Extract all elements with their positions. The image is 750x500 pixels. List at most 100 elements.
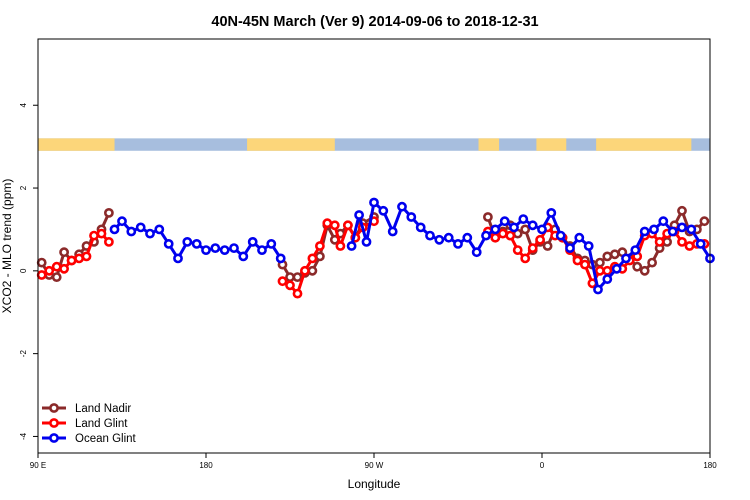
x-tick-label: 90 W <box>365 461 384 470</box>
data-point <box>497 228 508 239</box>
legend-swatch-marker <box>49 403 59 413</box>
data-point <box>314 241 325 251</box>
data-point <box>677 205 687 216</box>
data-point <box>574 232 585 243</box>
series-ocean-glint <box>109 197 715 295</box>
data-point <box>520 224 531 235</box>
data-point <box>621 253 631 264</box>
data-point <box>266 238 277 249</box>
data-point <box>425 230 435 241</box>
data-point <box>387 226 398 237</box>
data-point <box>89 230 99 241</box>
data-point <box>354 210 364 220</box>
data-point <box>509 222 519 233</box>
data-point <box>647 257 657 268</box>
data-point <box>662 236 672 247</box>
data-point <box>482 212 493 222</box>
data-point <box>415 222 426 233</box>
data-point <box>602 251 613 262</box>
data-point <box>686 224 697 235</box>
data-point <box>96 228 107 239</box>
data-point <box>639 265 650 276</box>
data-point <box>307 253 318 264</box>
data-point <box>163 238 174 249</box>
data-point <box>104 207 114 218</box>
data-point <box>609 249 620 260</box>
legend-item: Land Glint <box>42 418 128 430</box>
data-point <box>572 255 583 266</box>
legend-item: Land Nadir <box>42 403 131 415</box>
data-point <box>191 238 202 249</box>
data-point <box>658 216 669 227</box>
y-tick-label: 0 <box>19 268 28 273</box>
data-point <box>277 276 288 287</box>
y-axis-label: XCO2 - MLO trend (ppm) <box>0 179 14 314</box>
data-point <box>518 214 529 224</box>
x-axis-label: Longitude <box>348 477 401 491</box>
data-point <box>471 247 482 258</box>
data-point <box>443 232 454 243</box>
data-point <box>182 236 193 247</box>
data-point <box>361 236 372 247</box>
data-point <box>219 245 230 255</box>
x-axis: 90 E 180 90 W 0 180 <box>30 453 717 470</box>
legend-swatch-marker <box>49 418 59 428</box>
x-tick-label: 180 <box>703 461 717 470</box>
data-point <box>397 201 407 212</box>
series-line <box>281 219 375 296</box>
series-layer <box>36 197 715 299</box>
data-point <box>406 212 417 222</box>
x-tick-label: 180 <box>199 461 213 470</box>
data-point <box>639 226 650 237</box>
data-point <box>580 259 590 270</box>
data-point <box>314 251 325 262</box>
data-point <box>257 245 267 255</box>
data-point <box>512 245 523 255</box>
data-point <box>104 236 114 247</box>
data-point <box>154 224 165 235</box>
data-point <box>229 243 239 253</box>
data-point <box>499 216 510 227</box>
land-band <box>536 138 567 151</box>
legend-label: Ocean Glint <box>75 433 137 445</box>
data-point <box>66 255 77 266</box>
data-point <box>649 224 659 235</box>
data-point <box>453 238 463 249</box>
data-point <box>135 222 146 233</box>
data-point <box>51 272 62 282</box>
chart-title: 40N-45N March (Ver 9) 2014-09-06 to 2018… <box>211 14 538 30</box>
data-point <box>481 230 491 241</box>
data-point <box>542 241 553 251</box>
y-tick-label: 2 <box>19 185 28 190</box>
data-point <box>307 265 318 276</box>
land-band <box>247 138 335 151</box>
data-point <box>667 226 678 237</box>
data-point <box>378 205 389 216</box>
data-point <box>632 261 643 272</box>
data-point <box>565 243 575 253</box>
data-point <box>44 265 55 276</box>
legend-label: Land Nadir <box>75 403 131 415</box>
series-land-nadir <box>36 205 710 282</box>
data-point <box>695 238 706 249</box>
land-band <box>38 138 115 151</box>
data-point <box>434 234 445 245</box>
x-tick-label: 90 E <box>30 461 46 470</box>
data-point <box>346 241 357 251</box>
data-point <box>593 284 603 295</box>
data-point <box>117 216 127 227</box>
data-point <box>238 251 249 262</box>
land-band <box>596 138 692 151</box>
data-point <box>602 265 613 276</box>
legend-item: Ocean Glint <box>42 433 137 445</box>
data-point <box>555 230 566 241</box>
data-point <box>535 234 545 245</box>
data-point <box>285 280 295 291</box>
data-point <box>36 257 47 268</box>
y-tick-label: -2 <box>19 350 28 358</box>
data-point <box>462 232 473 243</box>
data-point <box>59 247 69 258</box>
data-point <box>74 253 84 264</box>
y-tick-label: 4 <box>19 102 28 107</box>
data-point <box>292 272 303 282</box>
